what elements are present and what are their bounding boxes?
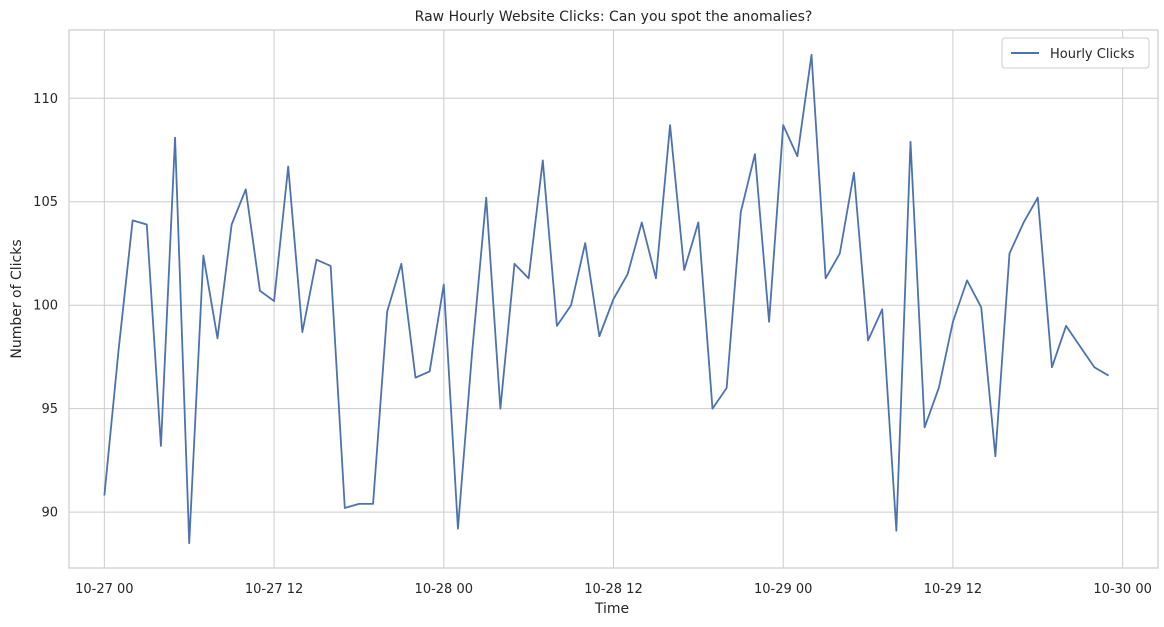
x-tick-label-4: 10-29 00 [754,582,812,597]
chart-title: Raw Hourly Website Clicks: Can you spot … [415,9,813,25]
y-tick-label-3: 105 [33,195,58,210]
x-tick-label-0: 10-27 00 [75,582,133,597]
x-tick-label-3: 10-28 12 [584,582,642,597]
y-tick-label-0: 90 [41,506,58,521]
y-tick-labels: 90 95 100 105 110 [33,92,58,521]
y-tick-label-4: 110 [33,92,58,107]
y-axis-label: Number of Clicks [9,239,25,358]
grid-lines [69,30,1158,568]
y-tick-label-2: 100 [33,299,58,314]
series-layer [103,53,1109,545]
x-tick-labels: 10-27 00 10-27 12 10-28 00 10-28 12 10-29 00… [75,582,1152,597]
legend-box [1001,37,1150,69]
x-tick-label-6: 10-30 00 [1093,582,1151,597]
x-axis-label: Time [594,601,629,617]
legend: Hourly Clicks [1001,37,1150,69]
legend-label: Hourly Clicks [1050,47,1135,62]
series-line-0 [103,53,1109,545]
y-tick-label-1: 95 [41,402,58,417]
x-tick-label-2: 10-28 00 [415,582,473,597]
x-tick-label-5: 10-29 12 [924,582,982,597]
plot-frame [68,29,1159,569]
x-tick-label-1: 10-27 12 [245,582,303,597]
